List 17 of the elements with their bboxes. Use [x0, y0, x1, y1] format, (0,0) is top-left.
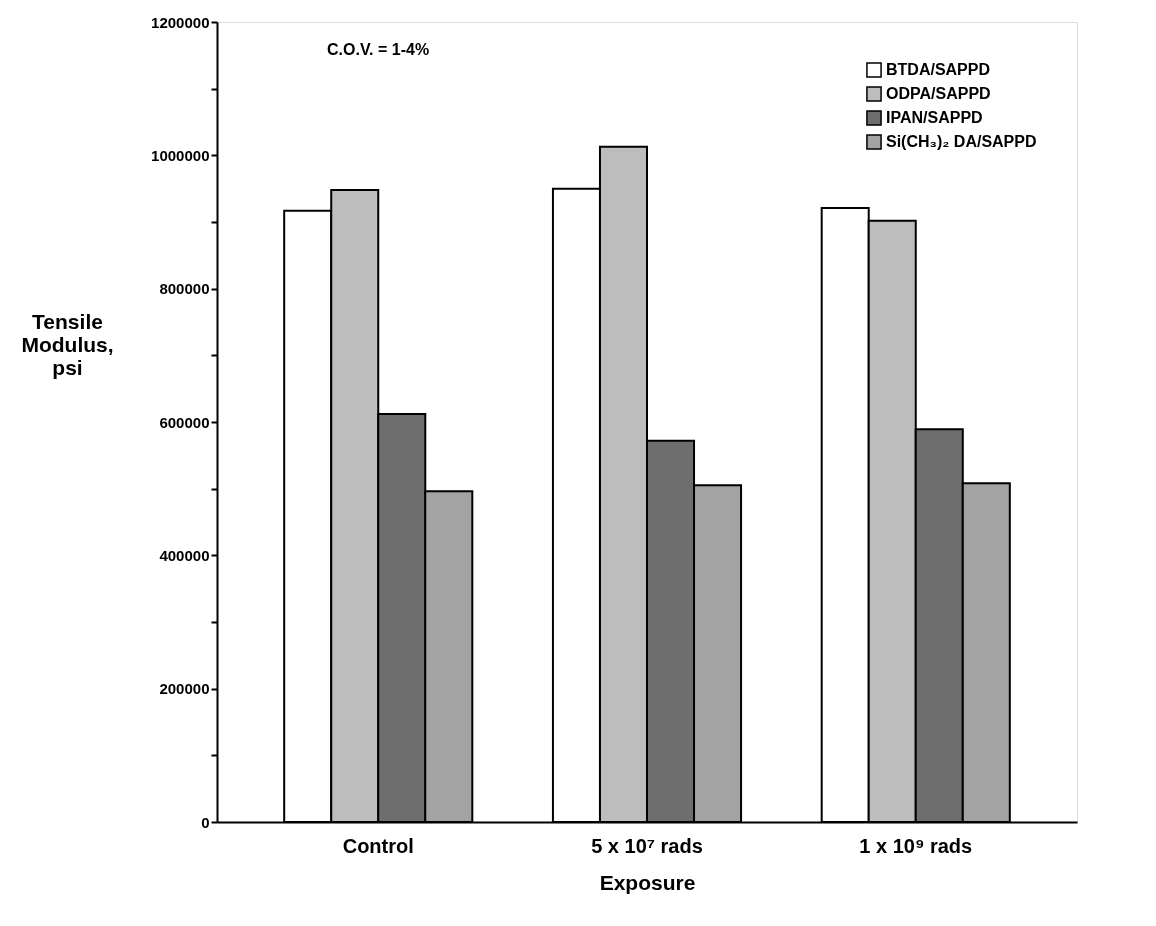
y-tick-label: 1200000	[151, 13, 210, 31]
y-tick-label: 0	[201, 813, 210, 831]
y-tick-label: 400000	[159, 546, 210, 564]
y-tick-label: 200000	[159, 680, 210, 698]
y-axis-title: Tensile Modulus, psi	[21, 309, 114, 379]
legend-label: Si(CH₃)₂ DA/SAPPD	[886, 133, 1037, 150]
x-tick-label: Control	[342, 834, 414, 857]
x-tick-label: 5 x 10⁷ rads	[591, 834, 703, 857]
y-tick-label: 1000000	[151, 146, 210, 164]
annotation: C.O.V. = 1-4%	[327, 41, 430, 58]
y-tick-label: 800000	[159, 280, 210, 298]
x-axis-title: Exposure	[599, 870, 696, 894]
y-tick-label: 600000	[159, 413, 210, 431]
legend-label: BTDA/SAPPD	[886, 61, 991, 78]
x-tick-label: 1 x 10⁹ rads	[859, 834, 973, 857]
legend-label: IPAN/SAPPD	[886, 109, 983, 126]
legend-label: ODPA/SAPPD	[886, 85, 991, 102]
